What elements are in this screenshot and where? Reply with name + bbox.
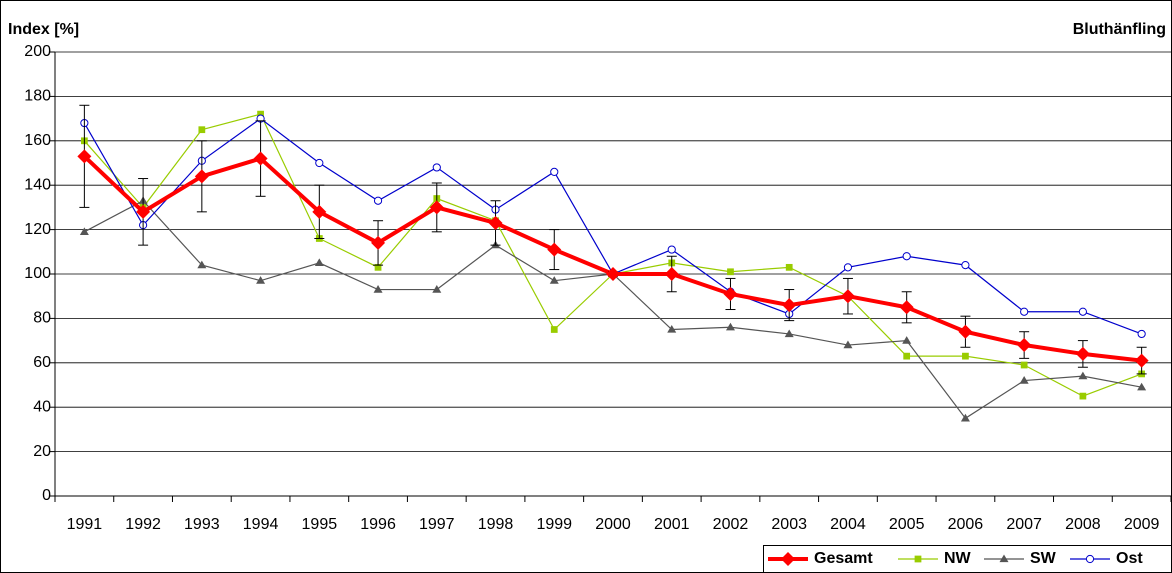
marker	[1020, 307, 1029, 316]
x-tick-label: 1993	[184, 516, 220, 533]
x-tick-label: 1992	[125, 516, 161, 533]
marker	[1134, 353, 1149, 368]
marker	[373, 196, 383, 205]
marker	[253, 151, 268, 166]
y-tick-label: 200	[24, 43, 51, 60]
legend: Gesamt NW SW Ost	[763, 545, 1172, 573]
marker	[488, 215, 503, 230]
marker	[1019, 376, 1029, 384]
x-tick-label: 2009	[1124, 516, 1160, 533]
marker	[373, 285, 383, 293]
marker	[606, 267, 620, 281]
marker	[1078, 371, 1088, 380]
x-tick-label: 1999	[536, 516, 572, 533]
legend-marker	[914, 555, 922, 563]
marker	[843, 340, 853, 349]
x-tick-label: 2008	[1065, 516, 1101, 533]
legend-marker	[781, 552, 795, 566]
marker	[962, 352, 969, 360]
marker	[1078, 307, 1087, 316]
y-tick-label: 100	[24, 265, 51, 282]
marker	[958, 324, 973, 339]
legend-marker	[1085, 554, 1095, 564]
marker	[785, 263, 793, 271]
marker	[725, 322, 735, 331]
marker	[256, 276, 266, 284]
marker	[550, 167, 559, 176]
marker	[77, 149, 92, 164]
chart-title: Bluthänfling	[1073, 21, 1166, 38]
marker	[667, 245, 676, 254]
marker	[727, 268, 734, 276]
marker	[961, 261, 970, 270]
marker	[903, 352, 911, 360]
marker	[432, 163, 441, 172]
marker	[312, 204, 327, 219]
y-tick-label: 140	[24, 176, 51, 193]
marker	[902, 252, 911, 261]
marker	[1079, 392, 1087, 400]
x-tick-label: 2000	[595, 516, 631, 533]
x-tick-label: 1994	[243, 516, 279, 533]
y-tick-label: 40	[33, 398, 51, 415]
marker	[549, 276, 559, 284]
marker	[899, 300, 914, 315]
marker	[782, 298, 797, 313]
marker	[429, 200, 444, 215]
marker	[664, 267, 679, 281]
y-tick-label: 80	[33, 310, 51, 327]
marker	[79, 227, 89, 235]
legend-label: NW	[944, 550, 972, 567]
x-tick-label: 2006	[948, 516, 984, 533]
marker	[843, 263, 853, 272]
x-tick-label: 2005	[889, 516, 925, 533]
marker	[723, 286, 738, 301]
x-tick-label: 2004	[830, 516, 866, 533]
marker	[197, 260, 207, 269]
marker	[1017, 338, 1032, 353]
x-tick-label: 1997	[419, 516, 455, 533]
marker	[1137, 329, 1146, 339]
y-tick-label: 180	[24, 88, 51, 105]
marker	[1137, 382, 1147, 391]
marker	[784, 329, 794, 338]
y-tick-label: 60	[33, 354, 51, 371]
marker	[194, 169, 209, 184]
x-tick-label: 2001	[654, 516, 690, 533]
marker	[902, 336, 912, 344]
marker	[550, 326, 558, 333]
y-axis-label: Index [%]	[8, 21, 79, 38]
legend-label: Ost	[1116, 550, 1143, 567]
marker	[840, 289, 855, 304]
marker	[198, 126, 206, 134]
marker	[371, 235, 386, 250]
x-tick-label: 2002	[713, 516, 749, 533]
x-tick-label: 1998	[478, 516, 514, 533]
legend-label: Gesamt	[814, 550, 873, 567]
x-tick-label: 2003	[771, 516, 807, 533]
marker	[374, 263, 382, 271]
x-tick-label: 1995	[302, 516, 338, 533]
marker	[432, 285, 442, 293]
marker	[960, 413, 970, 422]
y-tick-label: 120	[24, 221, 51, 238]
y-tick-label: 160	[24, 132, 51, 149]
marker	[667, 325, 677, 333]
marker	[1020, 361, 1028, 369]
marker	[315, 158, 324, 168]
legend-label: SW	[1030, 550, 1057, 567]
x-tick-label: 2007	[1006, 516, 1042, 533]
marker	[314, 258, 324, 267]
legend-marker	[999, 554, 1009, 563]
y-tick-label: 20	[33, 443, 51, 460]
x-tick-label: 1991	[67, 516, 103, 533]
x-tick-label: 1996	[360, 516, 396, 533]
marker	[257, 110, 264, 118]
marker	[136, 204, 151, 219]
marker	[1075, 346, 1090, 361]
marker	[547, 242, 562, 257]
y-tick-label: 0	[42, 487, 51, 504]
